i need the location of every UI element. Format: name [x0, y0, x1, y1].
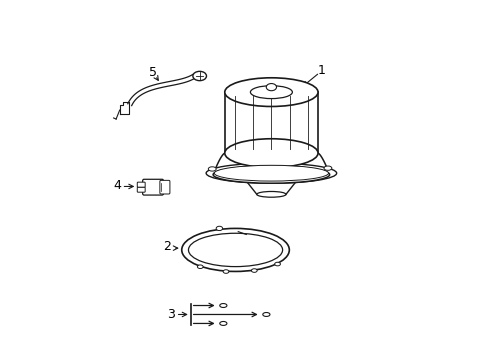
Ellipse shape — [274, 262, 280, 266]
Ellipse shape — [266, 84, 276, 91]
Ellipse shape — [197, 265, 203, 269]
Ellipse shape — [214, 165, 328, 181]
Ellipse shape — [206, 163, 336, 183]
FancyBboxPatch shape — [142, 179, 163, 195]
FancyBboxPatch shape — [160, 180, 169, 194]
Text: 5: 5 — [149, 67, 157, 80]
FancyBboxPatch shape — [137, 187, 145, 192]
Ellipse shape — [224, 139, 317, 167]
FancyBboxPatch shape — [137, 182, 145, 187]
Ellipse shape — [250, 86, 292, 99]
Ellipse shape — [219, 303, 226, 307]
Text: 4: 4 — [113, 179, 121, 192]
Ellipse shape — [262, 312, 269, 316]
Ellipse shape — [223, 270, 228, 273]
Ellipse shape — [188, 233, 282, 267]
Ellipse shape — [224, 78, 317, 107]
Ellipse shape — [324, 166, 331, 170]
Ellipse shape — [216, 226, 222, 230]
Ellipse shape — [182, 228, 289, 271]
Ellipse shape — [208, 167, 216, 171]
Ellipse shape — [192, 71, 206, 81]
Text: 3: 3 — [167, 308, 175, 321]
Text: 1: 1 — [317, 64, 325, 77]
Ellipse shape — [213, 166, 329, 183]
Ellipse shape — [219, 321, 226, 325]
Text: 2: 2 — [163, 240, 171, 253]
Ellipse shape — [251, 269, 257, 273]
Ellipse shape — [256, 192, 285, 197]
